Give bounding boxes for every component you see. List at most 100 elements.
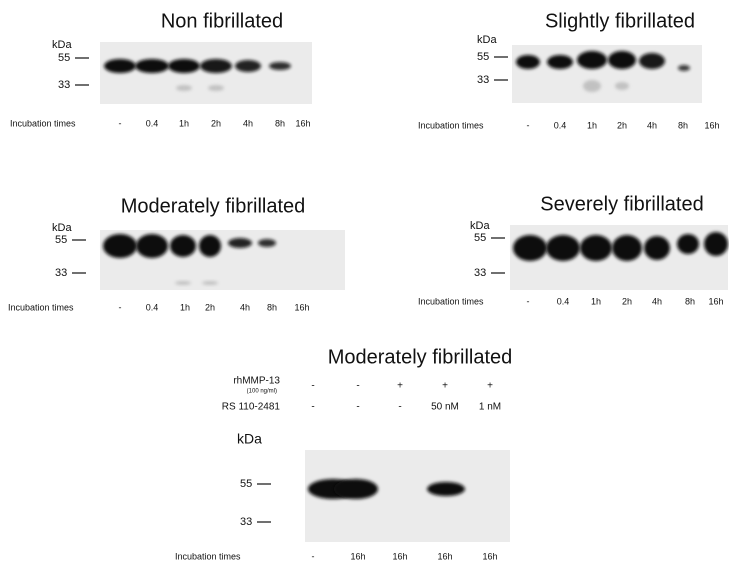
treatment-value: + [442,381,448,392]
panel-title: Moderately fibrillated [121,195,306,217]
band [612,235,642,261]
treatment-value: - [398,402,401,413]
lane-label: 0.4 [557,296,570,306]
lane-label: 16h [392,551,407,561]
band [135,59,169,73]
band [639,53,665,69]
treatment-value: - [311,402,314,413]
treatment-value: - [356,381,359,392]
marker-label: 55 [58,52,70,64]
band [199,235,221,257]
lane-label: - [119,302,122,312]
band [235,60,261,72]
unit-label: kDa [52,222,72,234]
unit-label: kDa [237,431,262,447]
lane-label: 0.4 [146,302,159,312]
lane-label: 8h [267,302,277,312]
lane-label: 0.4 [146,118,159,128]
band [677,234,699,254]
faint-band [583,80,601,92]
lane-label: 4h [647,120,657,130]
panel-title: Slightly fibrillated [545,10,695,32]
lane-label: 4h [652,296,662,306]
band [136,234,168,258]
row-label: Incubation times [418,296,484,306]
unit-label: kDa [470,220,490,232]
lane-label: 8h [678,120,688,130]
lane-label: 1h [591,296,601,306]
band [608,51,636,69]
band [678,65,690,71]
treatment-value: + [487,381,493,392]
blot [512,45,702,103]
row-label: Incubation times [8,302,74,312]
treatment-label: rhMMP-13 [233,376,280,387]
lane-label: 2h [617,120,627,130]
band [427,482,465,496]
treatment-label: RS 110-2481 [222,402,281,413]
marker-label: 55 [477,51,489,63]
faint-band [175,281,191,285]
row-label: Incubation times [10,118,76,128]
treatment-value: - [311,381,314,392]
band [103,234,137,258]
row-label: Incubation times [418,120,484,130]
treatment-sublabel: (100 ng/ml) [247,389,277,395]
treatment-value: 50 nM [431,402,459,413]
marker-label: 33 [240,516,252,528]
lane-label: 16h [482,551,497,561]
faint-band [615,82,629,90]
panel-title: Severely fibrillated [540,193,703,215]
blot [100,230,345,290]
band [269,62,291,70]
lane-label: 0.4 [554,120,567,130]
lane-label: 16h [295,118,310,128]
lane-label: 8h [685,296,695,306]
panel-title: Moderately fibrillated [328,346,513,368]
treatment-value: 1 nM [479,402,501,413]
lane-label: 8h [275,118,285,128]
lane-label: 16h [708,296,723,306]
faint-band [176,85,192,91]
faint-band [202,281,218,285]
unit-label: kDa [477,34,497,46]
marker-label: 33 [58,79,70,91]
treatment-value: + [397,381,403,392]
marker-label: 33 [474,267,486,279]
lane-label: 4h [240,302,250,312]
lane-label: - [119,118,122,128]
lane-label: 1h [179,118,189,128]
panel-title: Non fibrillated [161,10,283,32]
band [580,235,612,261]
band [704,232,728,256]
marker-label: 55 [240,478,252,490]
marker-label: 33 [55,267,67,279]
blot [100,42,312,104]
treatment-value: - [356,402,359,413]
band [258,239,276,247]
figure: Non fibrillatedkDa5533Incubation times-0… [0,0,729,567]
lane-label: 2h [211,118,221,128]
band [170,235,196,257]
lane-label: 16h [704,120,719,130]
band [516,55,540,69]
band [577,51,607,69]
lane-label: 16h [294,302,309,312]
marker-label: 55 [474,232,486,244]
lane-label: - [527,296,530,306]
lane-label: 1h [180,302,190,312]
row-label: Incubation times [175,551,241,561]
unit-label: kDa [52,39,72,51]
lane-label: 2h [205,302,215,312]
marker-label: 55 [55,234,67,246]
band [168,59,200,73]
band [104,59,136,73]
lane-label: 16h [437,551,452,561]
band [334,479,378,499]
lane-label: 1h [587,120,597,130]
band [200,59,232,73]
marker-label: 33 [477,74,489,86]
faint-band [208,85,224,91]
lane-label: 16h [350,551,365,561]
lane-label: 4h [243,118,253,128]
